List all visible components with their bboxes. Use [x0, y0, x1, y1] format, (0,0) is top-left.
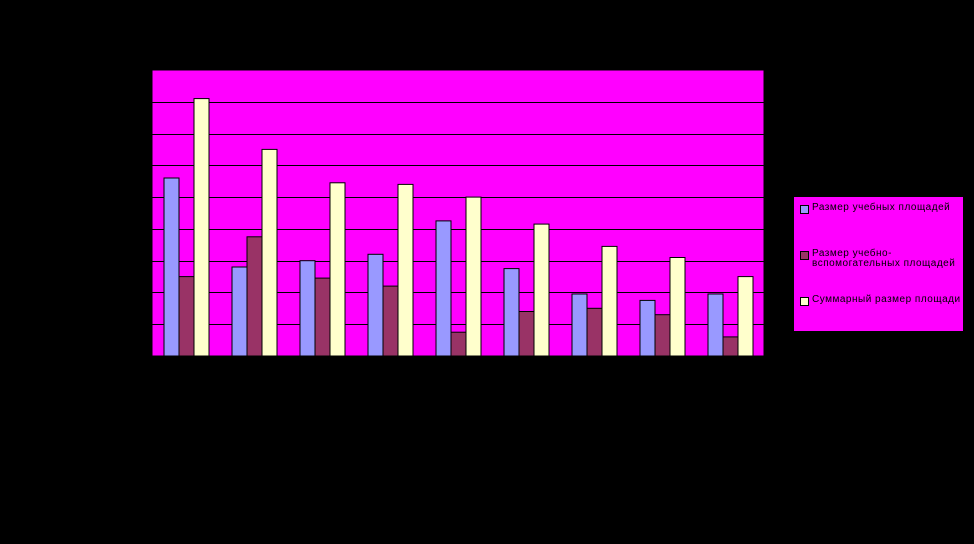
bar-series-1-category-2	[231, 266, 248, 357]
bar-series-2-category-9	[722, 336, 739, 357]
legend-item-series-1: Размер учебных площадей	[800, 202, 962, 214]
bar-series-3-category-9	[737, 276, 754, 357]
bar-series-1-category-6	[503, 268, 520, 357]
bar-series-1-category-3	[299, 260, 316, 357]
bar-series-2-category-3	[314, 277, 331, 357]
bar-series-3-category-3	[329, 182, 346, 357]
bar-series-3-category-6	[533, 223, 550, 357]
bar-series-1-category-5	[435, 220, 452, 357]
bar-series-1-category-7	[571, 293, 588, 357]
legend-swatch-series-3	[800, 297, 809, 306]
bar-series-1-category-1	[163, 177, 180, 357]
chart-legend: Размер учебных площадей Размер учебно-вс…	[793, 196, 964, 332]
legend-label-series-2: Размер учебно-вспомогательных площадей	[812, 248, 956, 269]
legend-label-series-3: Суммарный размер площади	[812, 294, 961, 305]
legend-swatch-series-1	[800, 205, 809, 214]
bar-series-2-category-2	[246, 236, 263, 357]
bar-series-3-category-2	[261, 148, 278, 357]
bar-series-1-category-4	[367, 253, 384, 357]
legend-label-series-1: Размер учебных площадей	[812, 202, 951, 213]
bar-series-2-category-6	[518, 311, 535, 357]
bar-series-1-category-8	[639, 299, 656, 357]
bar-series-2-category-5	[450, 331, 467, 357]
bar-series-3-category-7	[601, 245, 618, 357]
legend-swatch-series-2	[800, 251, 809, 260]
bar-series-1-category-9	[707, 293, 724, 357]
bar-series-2-category-8	[654, 314, 671, 357]
bar-series-3-category-4	[397, 183, 414, 357]
legend-item-series-3: Суммарный размер площади	[800, 294, 962, 306]
bar-series-2-category-1	[178, 276, 195, 357]
bar-series-2-category-4	[382, 285, 399, 357]
bar-series-3-category-1	[193, 98, 210, 357]
bar-series-2-category-7	[586, 307, 603, 357]
legend-item-series-2: Размер учебно-вспомогательных площадей	[800, 248, 962, 269]
bar-series-3-category-5	[465, 196, 482, 357]
bar-series-3-category-8	[669, 257, 686, 357]
